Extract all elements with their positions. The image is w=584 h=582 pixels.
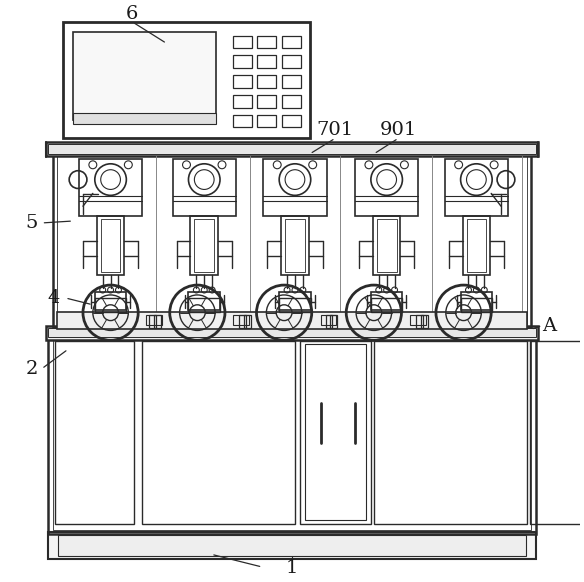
Bar bbox=[173, 159, 236, 216]
Bar bbox=[331, 315, 338, 328]
Bar bbox=[73, 31, 216, 120]
Bar bbox=[233, 315, 249, 325]
Bar bbox=[421, 315, 428, 328]
Bar bbox=[146, 315, 162, 325]
Bar bbox=[233, 36, 252, 48]
Bar bbox=[97, 216, 124, 275]
Bar bbox=[282, 75, 301, 88]
Bar bbox=[282, 36, 301, 48]
Bar bbox=[154, 315, 161, 328]
Bar bbox=[263, 159, 326, 216]
Bar bbox=[149, 315, 156, 328]
Bar bbox=[190, 216, 218, 275]
Bar bbox=[53, 338, 531, 530]
Bar bbox=[530, 341, 584, 524]
Bar bbox=[279, 292, 311, 310]
Text: 6: 6 bbox=[126, 5, 138, 23]
Bar bbox=[373, 216, 401, 275]
Bar bbox=[325, 315, 332, 328]
Bar bbox=[467, 219, 486, 272]
Bar bbox=[63, 22, 310, 138]
Text: 701: 701 bbox=[317, 121, 354, 139]
Bar bbox=[53, 152, 531, 328]
Bar bbox=[258, 95, 276, 108]
Bar bbox=[244, 315, 251, 328]
Text: 5: 5 bbox=[26, 214, 38, 232]
Bar bbox=[416, 315, 423, 328]
Bar bbox=[282, 115, 301, 127]
Bar bbox=[73, 112, 216, 125]
Bar bbox=[258, 115, 276, 127]
Bar bbox=[194, 219, 214, 272]
Bar bbox=[355, 159, 418, 216]
Bar bbox=[100, 219, 120, 272]
Bar bbox=[233, 55, 252, 68]
Bar bbox=[46, 327, 538, 340]
Bar bbox=[461, 292, 492, 310]
Text: 2: 2 bbox=[26, 360, 38, 378]
Text: 1: 1 bbox=[286, 559, 298, 577]
Bar bbox=[282, 55, 301, 68]
Bar bbox=[377, 219, 397, 272]
Bar bbox=[305, 344, 366, 520]
Bar bbox=[48, 531, 536, 559]
Bar bbox=[258, 55, 276, 68]
Text: 4: 4 bbox=[47, 289, 60, 307]
Bar bbox=[371, 298, 402, 312]
Bar bbox=[48, 144, 536, 154]
Bar bbox=[321, 315, 336, 325]
Bar bbox=[300, 341, 371, 524]
Bar bbox=[461, 298, 492, 312]
Bar bbox=[233, 95, 252, 108]
Bar bbox=[281, 216, 309, 275]
Bar bbox=[371, 292, 402, 310]
Bar bbox=[445, 159, 508, 216]
Bar bbox=[55, 341, 134, 524]
Bar bbox=[258, 75, 276, 88]
Bar bbox=[233, 75, 252, 88]
Bar bbox=[95, 292, 126, 310]
Bar bbox=[239, 315, 246, 328]
Bar bbox=[48, 328, 536, 338]
Bar bbox=[279, 298, 311, 312]
Bar bbox=[411, 315, 426, 325]
Bar bbox=[189, 292, 220, 310]
Text: 901: 901 bbox=[380, 121, 417, 139]
Bar bbox=[233, 115, 252, 127]
Bar bbox=[285, 219, 305, 272]
Bar bbox=[46, 142, 538, 156]
Bar bbox=[57, 156, 527, 324]
Bar bbox=[57, 312, 527, 329]
Bar bbox=[258, 36, 276, 48]
Bar bbox=[374, 341, 527, 524]
Bar bbox=[189, 298, 220, 312]
Bar bbox=[282, 95, 301, 108]
Bar bbox=[142, 341, 295, 524]
Bar bbox=[48, 335, 536, 534]
Bar bbox=[58, 534, 526, 556]
Bar bbox=[79, 159, 142, 216]
Bar bbox=[463, 216, 490, 275]
Text: A: A bbox=[543, 317, 557, 335]
Bar bbox=[95, 298, 126, 312]
